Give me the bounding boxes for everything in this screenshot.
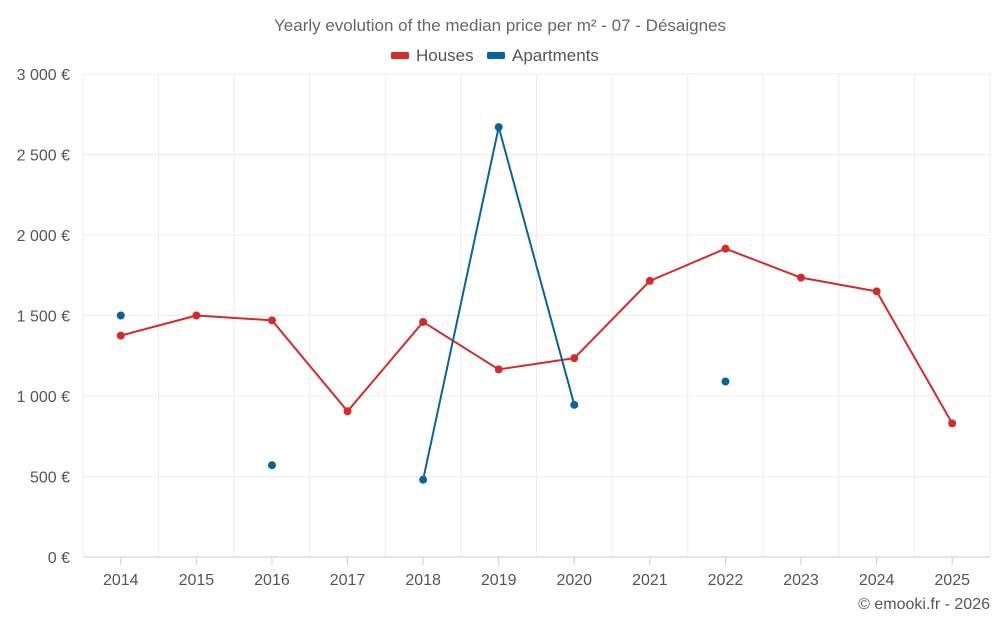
series-line-segment-houses <box>800 276 878 293</box>
x-tick-label: 2021 <box>632 572 668 589</box>
data-point-houses[interactable] <box>872 287 881 296</box>
series-line-segment-apartments <box>422 126 500 481</box>
data-point-houses[interactable] <box>948 419 957 428</box>
data-point-houses[interactable] <box>721 244 730 253</box>
data-point-houses[interactable] <box>797 273 806 282</box>
credit-text: © emooki.fr - 2026 <box>858 596 990 613</box>
data-point-apartments[interactable] <box>570 400 579 409</box>
x-tick-label: 2016 <box>254 572 290 589</box>
data-point-houses[interactable] <box>570 354 579 363</box>
data-point-apartments[interactable] <box>267 461 276 470</box>
y-tick-label: 2 500 € <box>17 148 70 165</box>
data-point-apartments[interactable] <box>494 123 503 132</box>
legend-swatch-houses <box>391 52 409 59</box>
series-line-segment-houses <box>573 279 651 360</box>
series-line-segment-houses <box>195 314 273 322</box>
x-tick-label: 2024 <box>859 572 895 589</box>
x-tick-label: 2025 <box>934 572 970 589</box>
x-tick-label: 2018 <box>405 572 441 589</box>
series-line-segment-houses <box>875 290 954 425</box>
data-point-houses[interactable] <box>267 316 276 325</box>
series-line-segment-apartments <box>497 126 576 406</box>
data-point-apartments[interactable] <box>116 311 125 320</box>
x-tick-label: 2017 <box>330 572 366 589</box>
data-point-houses[interactable] <box>419 317 428 326</box>
data-point-apartments[interactable] <box>419 475 428 484</box>
legend-swatch-apartments <box>487 52 505 59</box>
legend-item-apartments[interactable]: Apartments <box>487 46 599 65</box>
series-line-segment-houses <box>119 314 198 337</box>
data-point-houses[interactable] <box>645 276 654 285</box>
y-tick-label: 1 000 € <box>17 389 70 406</box>
series-line-segment-houses <box>724 247 803 279</box>
series-line-segment-houses <box>648 247 727 282</box>
x-tick-label: 2019 <box>481 572 517 589</box>
data-point-apartments[interactable] <box>721 377 730 386</box>
x-tick-label: 2014 <box>103 572 139 589</box>
legend-item-houses[interactable]: Houses <box>391 46 474 65</box>
series-line-segment-houses <box>270 319 349 413</box>
y-tick-label: 2 000 € <box>17 228 70 245</box>
x-tick-label: 2015 <box>179 572 215 589</box>
x-tick-label: 2020 <box>556 572 592 589</box>
series-line-segment-houses <box>346 320 425 413</box>
x-tick-label: 2023 <box>783 572 819 589</box>
data-point-houses[interactable] <box>116 331 125 340</box>
y-tick-label: 3 000 € <box>17 67 70 84</box>
data-point-houses[interactable] <box>343 407 352 416</box>
data-point-houses[interactable] <box>192 311 201 320</box>
axes: 0 € 500 € 1 000 € 1 500 € 2 000 € 2 500 € 3 00… <box>17 67 990 589</box>
y-tick-label: 0 € <box>48 550 70 567</box>
y-tick-label: 500 € <box>30 470 70 487</box>
series-line-segment-houses <box>422 320 500 371</box>
chart-title: Yearly evolution of the median price per… <box>274 16 726 35</box>
y-tick-label: 1 500 € <box>17 309 70 326</box>
series-houses <box>116 244 957 428</box>
gridlines <box>82 73 991 557</box>
series-apartments <box>116 123 730 484</box>
legend: Houses Apartments <box>391 46 599 65</box>
x-tick-label: 2022 <box>708 572 744 589</box>
series <box>116 123 957 484</box>
data-point-houses[interactable] <box>494 365 503 374</box>
legend-label-houses: Houses <box>416 46 474 65</box>
legend-label-apartments: Apartments <box>512 46 599 65</box>
